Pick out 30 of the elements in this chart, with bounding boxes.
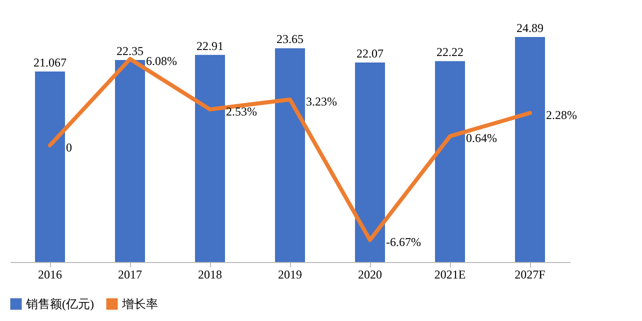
bar: [35, 72, 65, 262]
bar: [355, 62, 385, 262]
data-label: 22.07: [356, 46, 384, 60]
bar: [515, 37, 545, 262]
data-label: -6.67%: [386, 235, 421, 249]
bar: [195, 54, 225, 262]
bar: [275, 48, 305, 262]
data-label: 6.08%: [146, 54, 177, 68]
data-label: 21.067: [34, 56, 66, 70]
legend-label: 增长率: [121, 297, 158, 311]
x-tick-label: 2017: [118, 268, 142, 282]
bar: [115, 60, 145, 262]
data-label: 3.23%: [306, 94, 337, 108]
data-label: 0.64%: [466, 131, 497, 146]
data-label: 24.89: [516, 21, 544, 35]
data-label: 22.35: [116, 44, 144, 58]
x-tick-label: 2027F: [514, 268, 546, 282]
bar: [435, 61, 465, 262]
legend-label: 销售额(亿元): [25, 297, 94, 311]
x-tick-label: 2016: [38, 268, 62, 282]
data-label: 2.53%: [226, 104, 257, 118]
data-label: 22.22: [436, 45, 464, 60]
data-label: 22.91: [196, 38, 224, 53]
x-tick-label: 2018: [198, 268, 222, 282]
x-tick-label: 2020: [358, 268, 382, 282]
x-tick-label: 2021E: [434, 268, 466, 282]
x-tick-label: 2019: [278, 268, 302, 282]
data-label: 2.28%: [546, 108, 577, 122]
data-label: 0: [66, 140, 72, 154]
data-label: 23.65: [276, 32, 304, 46]
